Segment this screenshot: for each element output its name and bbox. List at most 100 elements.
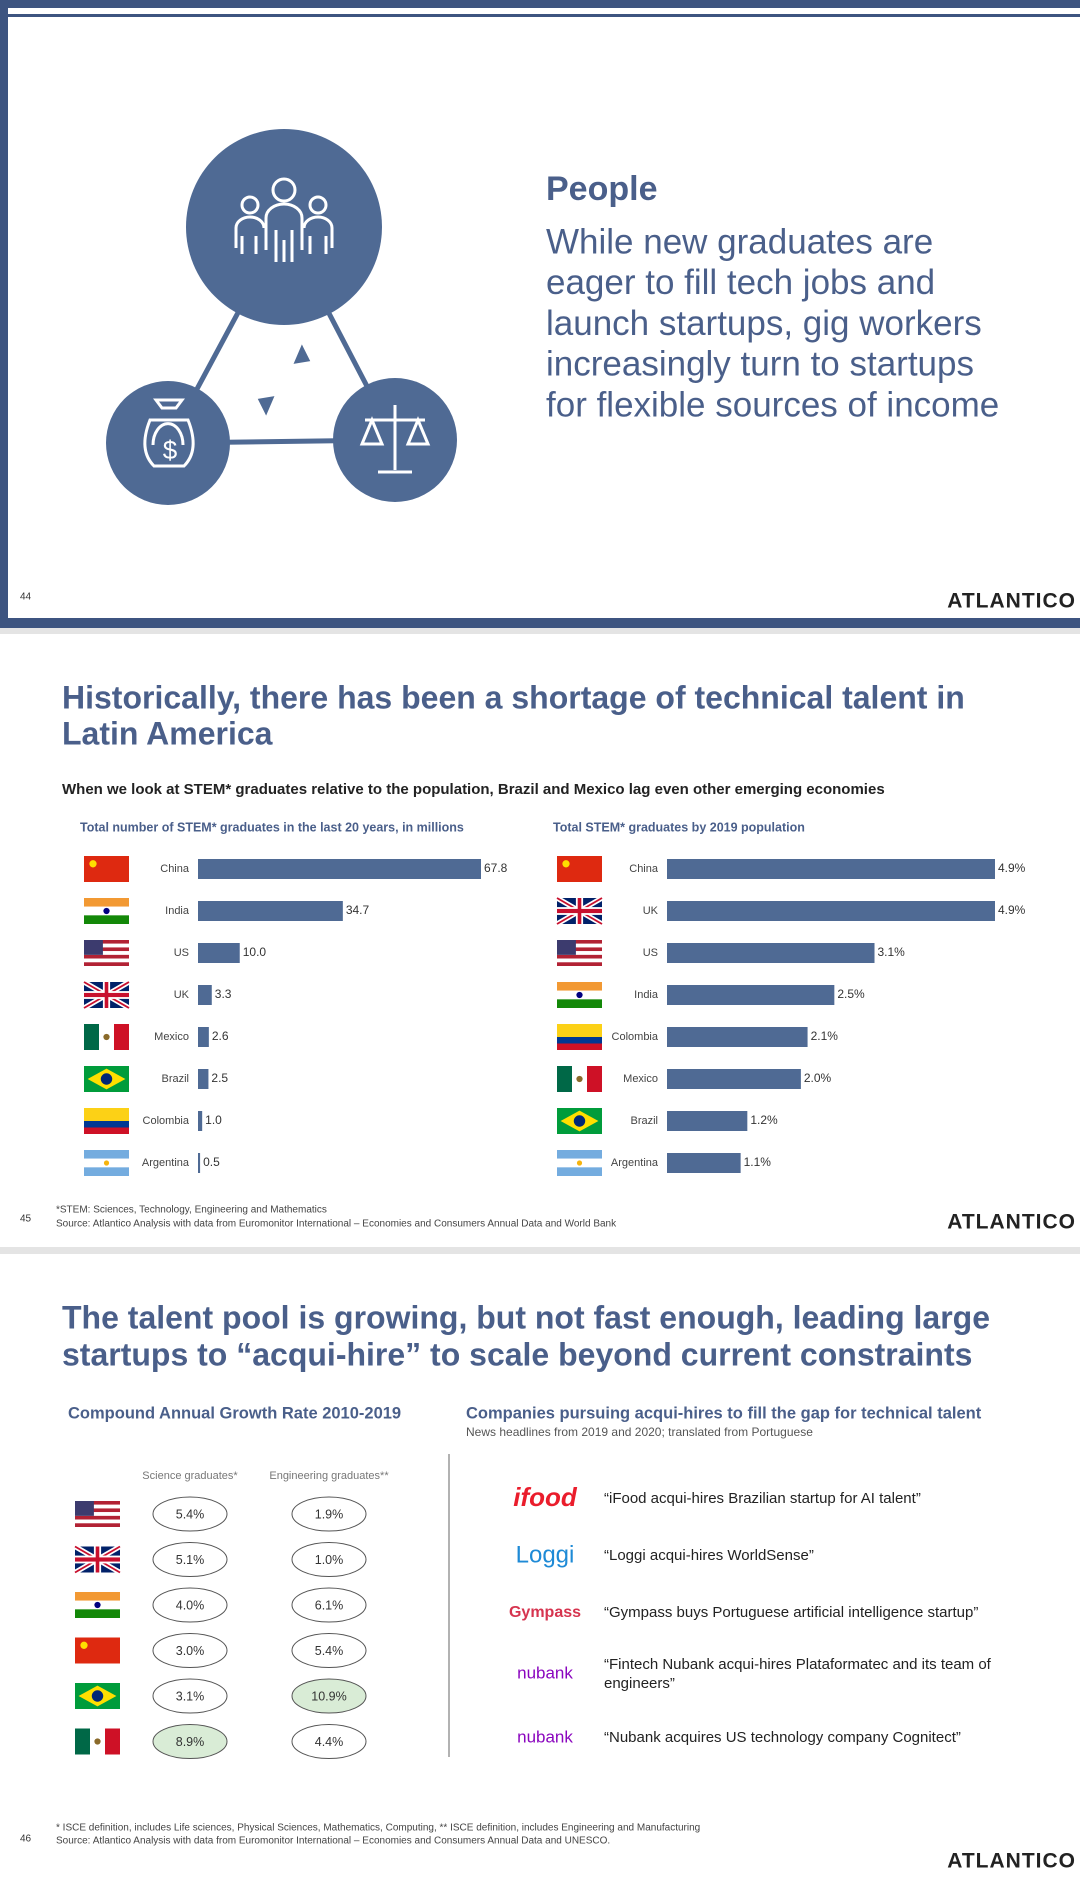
slide-body-line: increasingly turn to startups [546,345,974,384]
flag-part [84,1150,129,1159]
value-label: 1.0 [205,1113,222,1127]
footnote: Source: Atlantico Analysis with data fro… [56,1219,617,1230]
column-header: Engineering graduates** [269,1470,389,1482]
flag-part [557,951,602,955]
bar [667,985,835,1005]
flag-part [84,992,129,998]
cell-badge [291,1678,367,1714]
bar [667,1153,741,1173]
frame-top [0,0,1080,8]
table-title: Compound Annual Growth Rate 2010-2019 [68,1404,401,1422]
flag-part [105,1728,120,1755]
slide-subtitle: When we look at STEM* graduates relative… [62,781,885,798]
bar [198,1069,209,1089]
flag-part [576,991,583,999]
flag-part [75,1728,90,1755]
headlines-title: Companies pursuing acqui-hires to fill t… [466,1404,982,1422]
category-label: US [174,947,189,959]
slide-1 [0,0,1080,628]
table-cell: 5.4% [176,1507,205,1521]
flag-part [89,860,97,868]
flag-part [557,962,602,966]
value-label: 34.7 [346,903,370,917]
flag-part [557,982,602,991]
flag-part [557,1037,602,1044]
flag-part [75,1508,120,1513]
headlines-subtitle: News headlines from 2019 and 2020; trans… [466,1425,813,1439]
flag-part [75,1512,120,1516]
bar [198,1153,201,1173]
bar [198,859,481,879]
category-label: Argentina [611,1157,659,1169]
flag-part [557,954,602,959]
category-label: Brazil [630,1115,658,1127]
flag-part [75,1515,120,1520]
flag-part [557,1150,602,1159]
flag-part [84,958,129,963]
headline: “Nubank acquires US technology company C… [604,1729,961,1746]
flag-part [557,1043,602,1050]
value-label: 3.3 [215,987,232,1001]
flag-part [557,947,602,952]
value-label: 10.0 [243,945,267,959]
category-label: India [165,905,190,917]
table-cell: 5.4% [315,1644,344,1658]
table-cell: 8.9% [176,1735,205,1749]
flag-part [84,943,129,948]
cell-badge [291,1587,367,1623]
slide-body-line: eager to fill tech jobs and [546,263,935,302]
bar [198,985,212,1005]
headline: engineers” [604,1675,675,1692]
separator [0,1247,1080,1254]
category-label: US [643,947,658,959]
flag-part [75,1523,120,1527]
bar [667,943,875,963]
flag-part [84,915,129,924]
frame-left [0,0,8,628]
table-cell: 4.0% [176,1598,205,1612]
flag-part [80,1641,88,1649]
company-logo: ifood [513,1482,578,1512]
flag-part [103,1160,110,1166]
value-label: 4.9% [998,861,1026,875]
bar [198,943,240,963]
logo: ATLANTICO [947,590,1076,613]
bar [667,901,995,921]
bar [667,1111,748,1131]
value-label: 4.9% [998,903,1026,917]
category-label: Mexico [154,1031,189,1043]
cell-badge [152,1542,228,1577]
category-label: UK [174,989,190,1001]
category-label: China [629,863,659,875]
value-label: 1.1% [744,1155,772,1169]
slide-title: Historically, there has been a shortage … [62,679,965,715]
slide-heading: People [546,170,657,208]
category-label: Colombia [612,1031,659,1043]
logo: ATLANTICO [947,1850,1076,1873]
flag-part [94,1601,101,1609]
table-cell: 1.9% [315,1507,344,1521]
flag-part [103,907,110,915]
bar [198,901,343,921]
value-label: 2.5% [837,987,865,1001]
flag-part [75,1519,120,1524]
table-cell: 3.1% [176,1689,205,1703]
bar [198,1111,203,1131]
flag-part [84,951,129,955]
footnote: Source: Atlantico Analysis with data fro… [56,1836,610,1847]
flag-part [84,940,129,944]
flag-part [576,1160,583,1166]
flag-part [84,856,129,882]
cell-badge [291,1724,367,1759]
flag-part [557,908,602,914]
flag-part [557,940,602,944]
cell-badge [152,1678,228,1714]
slide-title: startups to “acqui-hire” to scale beyond… [62,1336,972,1372]
category-label: Argentina [142,1157,190,1169]
page-number: 44 [20,592,32,603]
flag-part [557,1024,602,1037]
frame-line [0,14,1080,17]
bar [667,1069,801,1089]
footnote: * ISCE definition, includes Life science… [56,1823,700,1834]
